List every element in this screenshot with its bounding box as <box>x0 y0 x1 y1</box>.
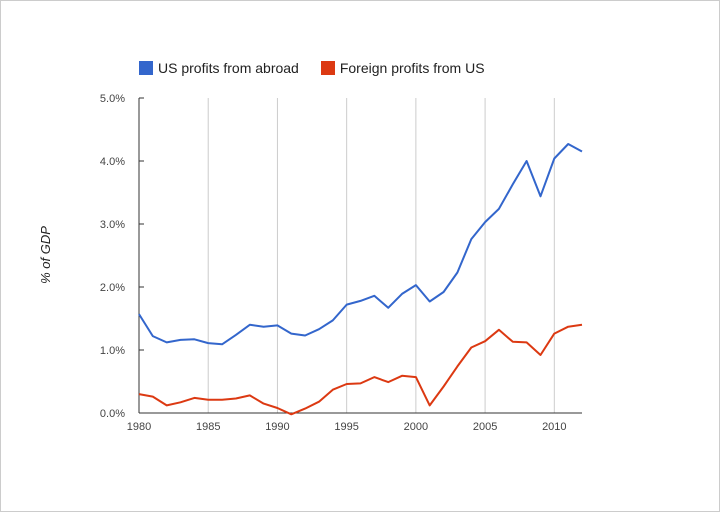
y-tick-label: 2.0% <box>100 282 125 294</box>
axes <box>138 97 582 414</box>
x-tick-label: 1980 <box>127 421 151 433</box>
y-tick-label: 1.0% <box>100 345 125 357</box>
y-tick-label: 4.0% <box>100 156 125 168</box>
x-tick-label: 1985 <box>196 421 220 433</box>
legend-swatch-foreign-profits <box>320 61 335 75</box>
y-axis-label: % of GDP <box>38 226 53 284</box>
series-lines <box>138 143 583 416</box>
legend-label-us-profits: US profits from abroad <box>158 60 299 76</box>
legend-label-foreign-profits: Foreign profits from US <box>339 60 485 76</box>
legend-item-foreign-profits[interactable]: Foreign profits from US <box>320 60 485 76</box>
legend-swatch-us-profits <box>139 61 153 75</box>
tick-labels: 1980 1985 1990 1995 2000 2005 2010 0.0% 1.0% 2.0%… <box>100 93 567 433</box>
x-tick-label: 2005 <box>473 421 497 433</box>
y-tick-label: 3.0% <box>100 219 125 231</box>
x-tick-label: 1995 <box>334 421 358 433</box>
legend: US profits from abroad Foreign profits f… <box>139 58 507 78</box>
series-line-foreign-profits[interactable] <box>138 323 583 416</box>
grid-lines <box>207 98 555 413</box>
series-line-us-profits[interactable] <box>138 143 583 346</box>
x-tick-label: 2010 <box>542 421 566 433</box>
y-tick-label: 0.0% <box>100 408 125 420</box>
y-tick-label: 5.0% <box>100 93 125 105</box>
legend-item-us-profits[interactable]: US profits from abroad <box>139 60 299 76</box>
x-tick-label: 1990 <box>265 421 289 433</box>
x-tick-label: 2000 <box>404 421 428 433</box>
